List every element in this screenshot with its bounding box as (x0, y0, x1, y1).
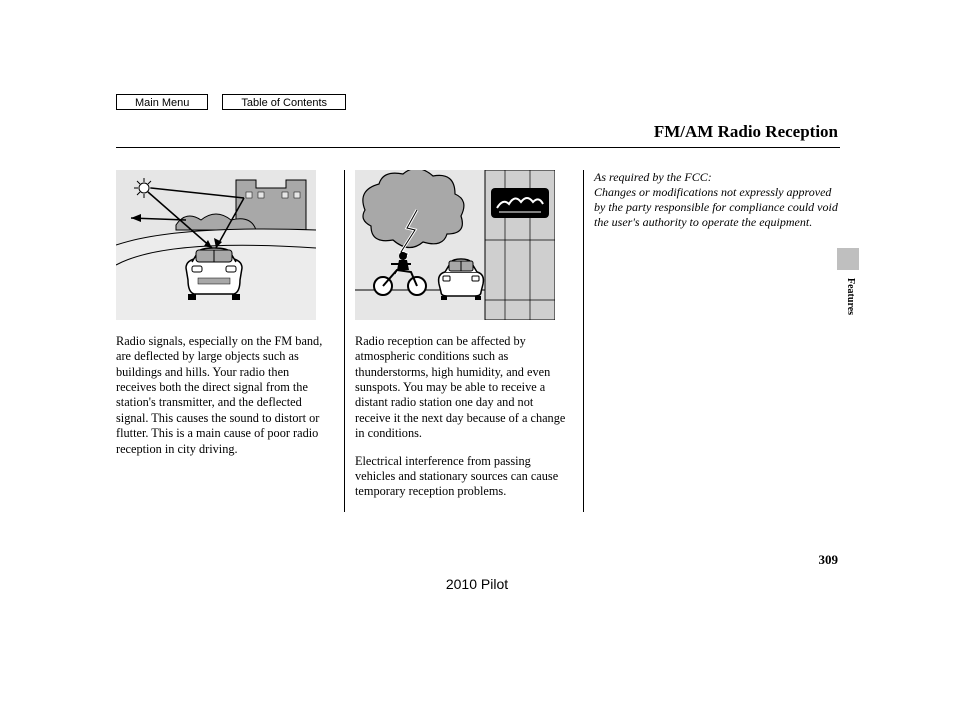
toc-button[interactable]: Table of Contents (222, 94, 346, 110)
column-3: As required by the FCC: Changes or modif… (583, 170, 838, 512)
col2-paragraph-2: Electrical interference from passing veh… (355, 454, 571, 500)
section-tab (837, 248, 859, 270)
nav-buttons: Main Menu Table of Contents (116, 94, 346, 110)
page-title: FM/AM Radio Reception (654, 122, 838, 142)
col2-paragraph-1: Radio reception can be affected by atmos… (355, 334, 571, 442)
title-rule (116, 147, 840, 148)
fcc-notice: As required by the FCC: Changes or modif… (594, 170, 838, 230)
illustration-atmospheric-interference (355, 170, 555, 320)
section-label: Features (845, 278, 856, 315)
illustration-signal-deflection (116, 170, 316, 320)
content-columns: Radio signals, especially on the FM band… (116, 170, 840, 512)
col1-paragraph: Radio signals, especially on the FM band… (116, 334, 332, 457)
main-menu-button[interactable]: Main Menu (116, 94, 208, 110)
column-1: Radio signals, especially on the FM band… (116, 170, 344, 512)
page-number: 309 (819, 552, 839, 568)
column-2: Radio reception can be affected by atmos… (344, 170, 583, 512)
footer-model-year: 2010 Pilot (0, 576, 954, 592)
